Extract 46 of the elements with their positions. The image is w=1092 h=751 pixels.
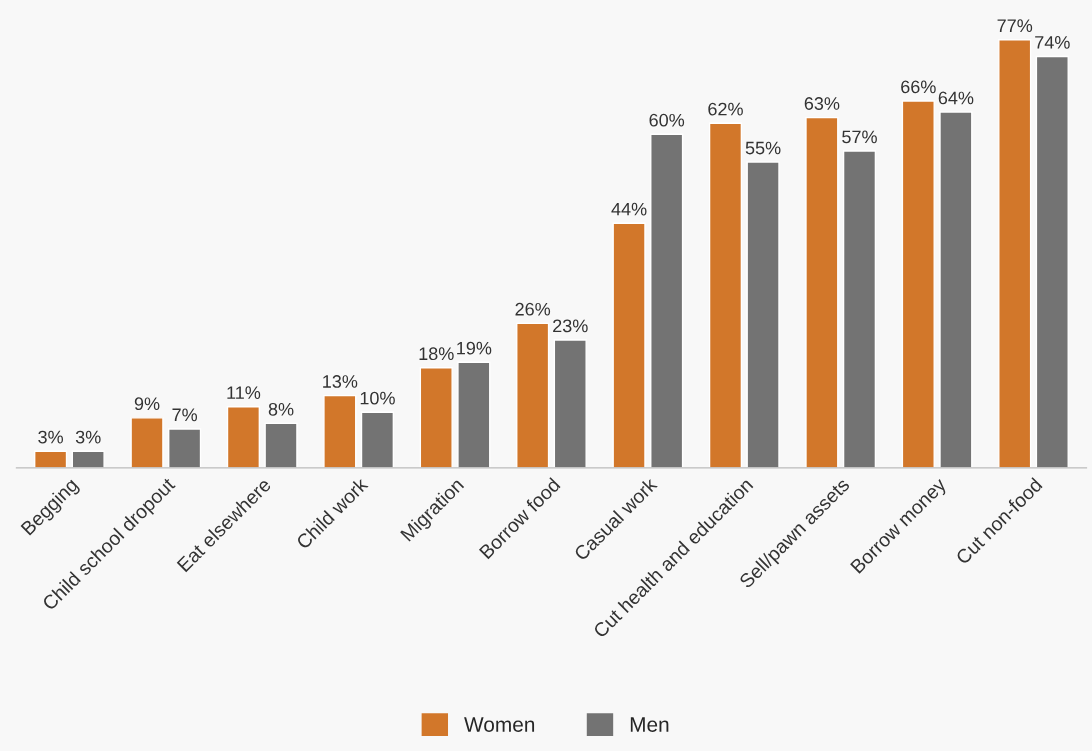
- data-label: 19%: [457, 341, 492, 355]
- data-label: 23%: [553, 319, 588, 333]
- data-label: 11%: [227, 386, 261, 399]
- data-label: 13%: [323, 375, 358, 388]
- bar: [553, 339, 587, 468]
- data-label: 74%: [1035, 36, 1070, 49]
- data-label: 18%: [419, 347, 454, 361]
- bar: [360, 411, 395, 468]
- data-label: 66%: [901, 80, 936, 94]
- data-label: 57%: [842, 130, 877, 144]
- data-label: 3%: [75, 430, 101, 444]
- legend-label: Women: [464, 717, 535, 732]
- data-label: 64%: [938, 91, 974, 105]
- data-label: 63%: [804, 97, 840, 110]
- data-label: 7%: [172, 408, 198, 422]
- bar: [842, 150, 877, 468]
- data-label: 9%: [134, 397, 160, 411]
- bar: [612, 222, 646, 468]
- data-label: 55%: [745, 141, 781, 155]
- data-label: 77%: [997, 19, 1033, 32]
- bar: [805, 116, 839, 468]
- bar: [419, 367, 453, 468]
- bar: [130, 417, 164, 468]
- data-label: 3%: [38, 430, 64, 444]
- bar: [746, 161, 780, 468]
- bar: [71, 450, 105, 468]
- bar: [901, 100, 935, 468]
- bar: [264, 422, 298, 468]
- data-label: 26%: [515, 302, 551, 316]
- bar: [34, 450, 68, 468]
- bar: [939, 111, 973, 468]
- legend-label: Men: [630, 717, 669, 732]
- bar: [226, 406, 261, 468]
- data-label: 8%: [268, 402, 294, 416]
- bar: [1035, 55, 1069, 468]
- data-label: 60%: [649, 113, 685, 127]
- bar: [168, 428, 202, 468]
- bar: [323, 394, 357, 468]
- data-label: 44%: [611, 202, 647, 216]
- data-label: 10%: [360, 391, 395, 405]
- bar: [516, 322, 550, 468]
- bar: [457, 361, 491, 468]
- bar: [708, 122, 743, 468]
- bar: [650, 133, 684, 468]
- bar: [998, 39, 1032, 468]
- data-label: 62%: [708, 102, 743, 116]
